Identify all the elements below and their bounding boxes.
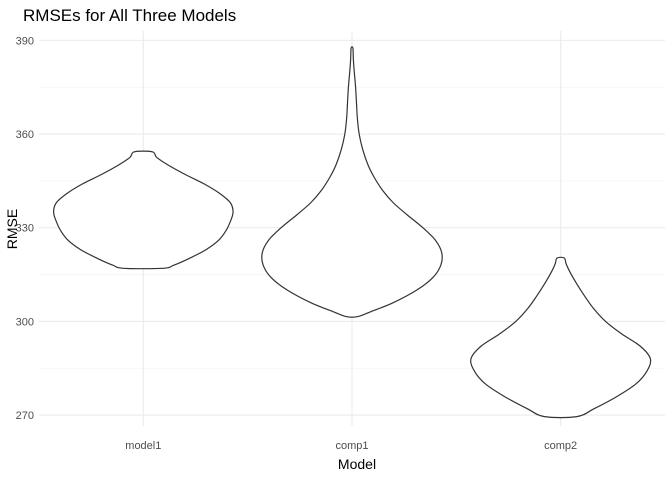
x-axis-title: Model — [338, 456, 376, 472]
x-tick-labels: model1 comp1 comp2 — [125, 440, 577, 452]
y-tick-label: 300 — [16, 316, 34, 328]
y-axis-title: RMSE — [4, 209, 20, 249]
violin-model1 — [53, 150, 234, 270]
y-tick-label: 270 — [16, 410, 34, 422]
y-tick-labels: 270 300 330 360 390 — [16, 35, 34, 422]
x-tick-label: comp2 — [544, 440, 577, 452]
chart-title: RMSEs for All Three Models — [23, 6, 236, 25]
violins — [53, 46, 652, 419]
violin-comp2 — [470, 256, 652, 419]
x-tick-label: model1 — [125, 440, 161, 452]
y-tick-label: 330 — [16, 223, 34, 235]
y-tick-label: 360 — [16, 129, 34, 141]
violin-comp1 — [261, 46, 443, 318]
y-tick-label: 390 — [16, 35, 34, 47]
x-tick-label: comp1 — [335, 440, 368, 452]
